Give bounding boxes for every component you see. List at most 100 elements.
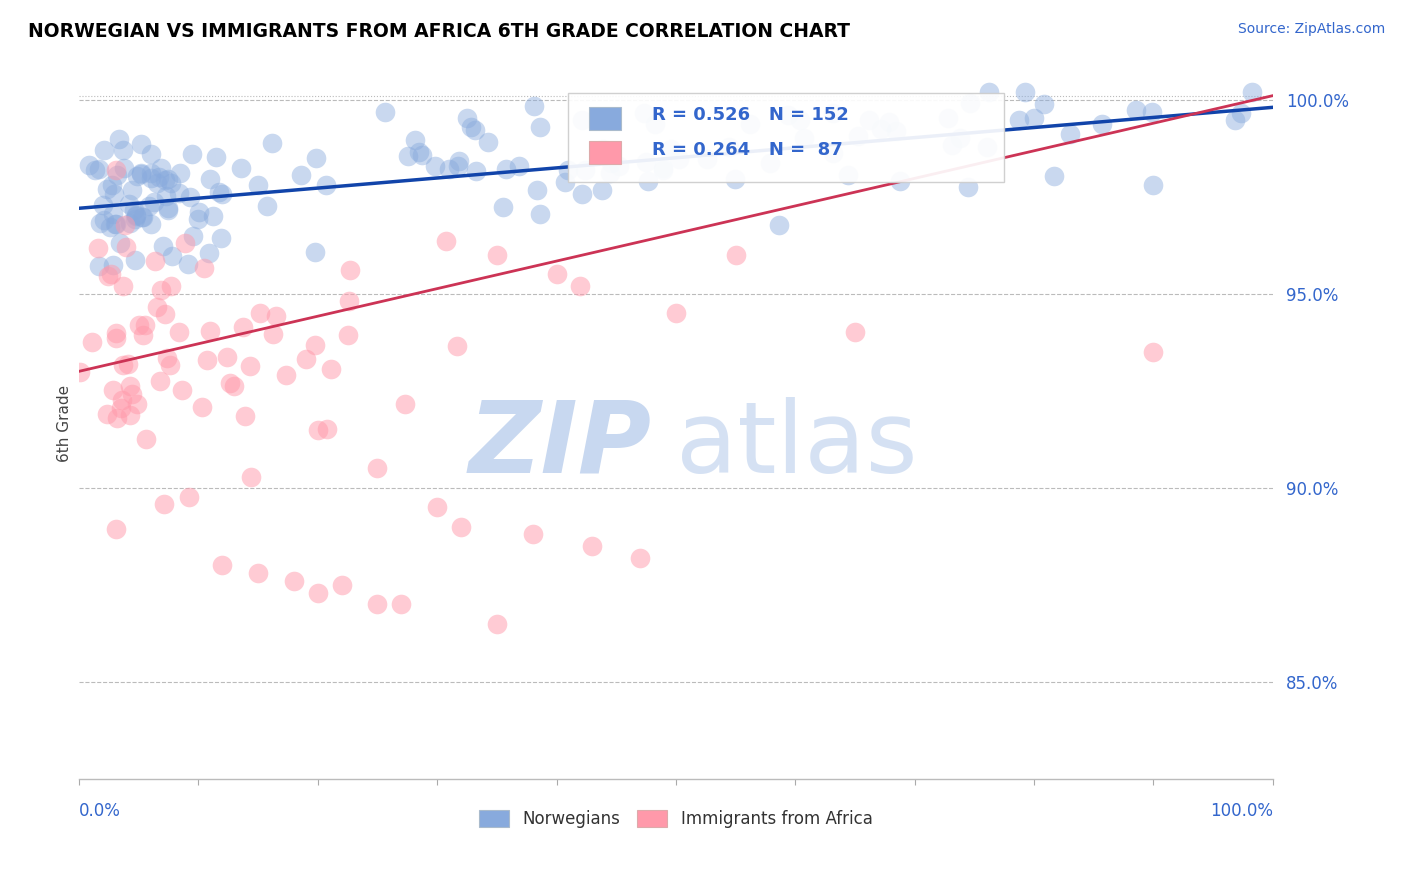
Point	[239, 470, 262, 484]
Point	[108, 235, 131, 250]
Point	[319, 362, 342, 376]
Point	[105, 411, 128, 425]
Point	[169, 326, 191, 340]
Point	[394, 397, 416, 411]
Point	[118, 408, 141, 422]
FancyBboxPatch shape	[589, 141, 621, 164]
Point	[665, 306, 688, 320]
Point	[190, 401, 212, 415]
Point	[152, 239, 174, 253]
Point	[495, 162, 517, 177]
Point	[283, 574, 305, 588]
Point	[768, 219, 790, 233]
Point	[156, 172, 179, 186]
Point	[112, 359, 135, 373]
Point	[211, 186, 233, 201]
Point	[571, 112, 593, 127]
Point	[93, 143, 115, 157]
Point	[1024, 111, 1046, 125]
Point	[112, 161, 135, 176]
Point	[304, 338, 326, 352]
Point	[256, 199, 278, 213]
Point	[104, 330, 127, 344]
Point	[637, 174, 659, 188]
Point	[1142, 178, 1164, 192]
Point	[100, 178, 122, 193]
Point	[546, 267, 568, 281]
Point	[181, 228, 204, 243]
Point	[69, 365, 91, 379]
Point	[668, 152, 690, 166]
Y-axis label: 6th Grade: 6th Grade	[58, 385, 72, 462]
Point	[104, 522, 127, 536]
Point	[434, 235, 457, 249]
Point	[125, 209, 148, 223]
Point	[180, 146, 202, 161]
Point	[173, 235, 195, 250]
Point	[723, 171, 745, 186]
Point	[389, 597, 412, 611]
Point	[101, 258, 124, 272]
Point	[155, 189, 177, 203]
Point	[977, 85, 1000, 99]
Legend: Norwegians, Immigrants from Africa: Norwegians, Immigrants from Africa	[472, 803, 879, 835]
Point	[82, 335, 104, 350]
Point	[101, 207, 124, 221]
Point	[111, 143, 134, 157]
Point	[153, 307, 176, 321]
Point	[884, 124, 907, 138]
Point	[628, 550, 651, 565]
Point	[198, 324, 221, 338]
Point	[492, 200, 515, 214]
Point	[131, 211, 153, 225]
Point	[557, 163, 579, 178]
Point	[460, 120, 482, 134]
Point	[724, 248, 747, 262]
Point	[740, 117, 762, 131]
Point	[160, 176, 183, 190]
Point	[523, 99, 546, 113]
Point	[260, 136, 283, 151]
Point	[485, 616, 508, 631]
Point	[366, 461, 388, 475]
Point	[599, 166, 621, 180]
Point	[821, 145, 844, 160]
Point	[1241, 85, 1264, 99]
Point	[659, 141, 682, 155]
Point	[232, 319, 254, 334]
Point	[128, 318, 150, 332]
Point	[456, 111, 478, 125]
Point	[201, 210, 224, 224]
Point	[976, 139, 998, 153]
Point	[108, 132, 131, 146]
FancyBboxPatch shape	[589, 107, 621, 129]
Point	[696, 153, 718, 167]
Point	[187, 204, 209, 219]
Point	[177, 491, 200, 505]
Point	[111, 278, 134, 293]
Text: R = 0.526   N = 152: R = 0.526 N = 152	[652, 106, 849, 124]
Point	[858, 112, 880, 127]
Point	[124, 208, 146, 222]
Point	[870, 122, 893, 136]
Point	[290, 169, 312, 183]
Point	[120, 217, 142, 231]
Point	[592, 142, 614, 156]
Point	[404, 133, 426, 147]
Point	[208, 186, 231, 200]
Point	[215, 351, 238, 365]
Point	[105, 169, 128, 183]
Point	[464, 123, 486, 137]
Point	[101, 383, 124, 397]
Point	[160, 278, 183, 293]
Point	[411, 148, 433, 162]
Point	[652, 162, 675, 177]
Point	[87, 241, 110, 255]
Point	[776, 108, 799, 122]
Point	[129, 167, 152, 181]
Point	[135, 432, 157, 446]
Point	[337, 327, 360, 342]
Text: 100.0%: 100.0%	[1209, 802, 1272, 821]
Point	[146, 300, 169, 314]
Point	[607, 159, 630, 173]
